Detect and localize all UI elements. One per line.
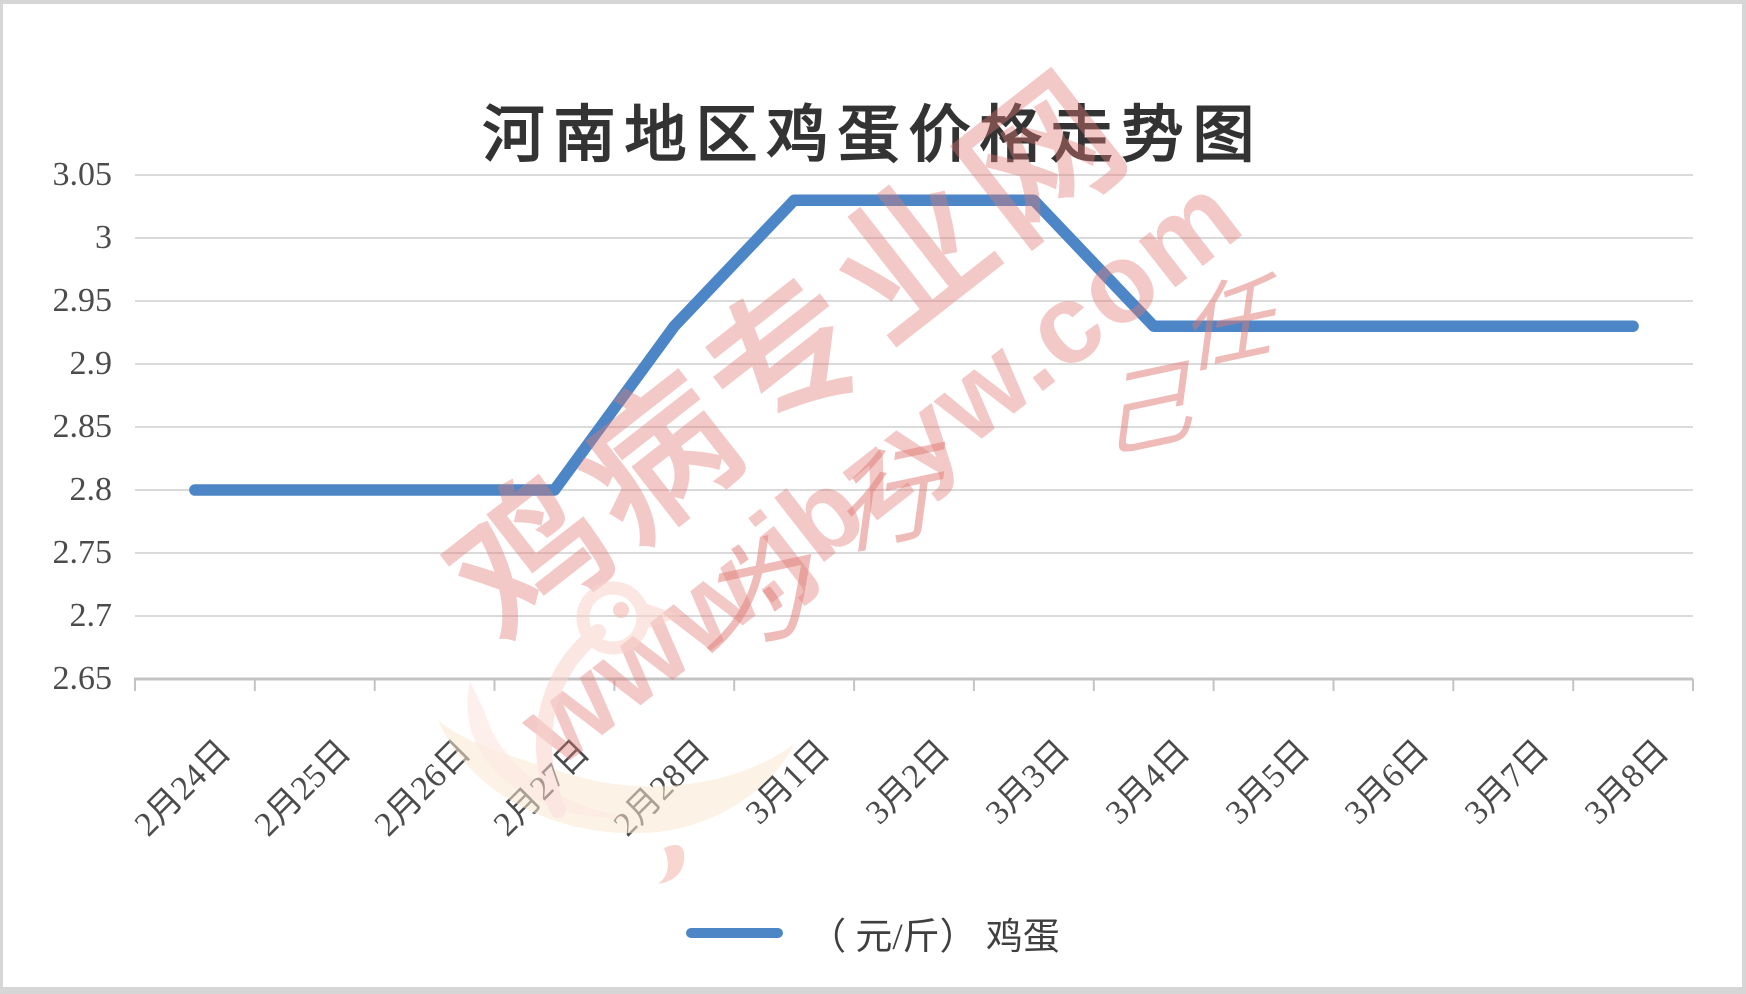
chart-title: 河南地区鸡蛋价格走势图 (482, 101, 1264, 170)
legend: （ 元/斤） 鸡蛋 (0, 906, 1746, 960)
legend-label: （ 元/斤） 鸡蛋 (809, 917, 1060, 958)
price-line (189, 194, 1639, 496)
legend-marker-line (686, 928, 784, 938)
